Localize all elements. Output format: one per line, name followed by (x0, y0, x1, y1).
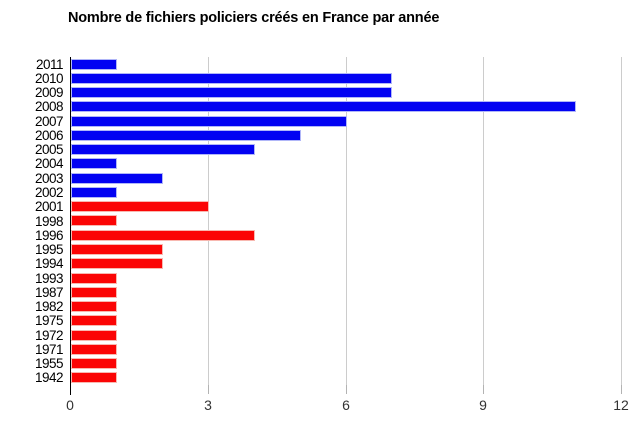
bar-2003 (71, 172, 163, 184)
bar-1971 (71, 343, 117, 355)
year-label-2009: 2009 (34, 85, 64, 101)
bar-2011 (71, 58, 117, 70)
bar-1995 (71, 244, 163, 256)
bar-row-1972 (71, 328, 117, 342)
x-tick-label-6: 6 (342, 397, 350, 413)
y-axis-line (70, 57, 71, 395)
chart-title: Nombre de fichiers policiers créés en Fr… (68, 10, 440, 26)
year-label-1942: 1942 (34, 370, 64, 386)
bar-1996 (71, 229, 255, 241)
bar-row-1955 (71, 356, 117, 370)
year-label-1995: 1995 (34, 242, 64, 258)
bar-row-2006 (71, 128, 301, 142)
bar-row-2005 (71, 143, 255, 157)
bar-1955 (71, 358, 117, 370)
bar-2009 (71, 87, 392, 99)
year-label-2008: 2008 (34, 99, 64, 115)
year-label-2001: 2001 (34, 199, 64, 215)
bar-row-1995 (71, 242, 163, 256)
bar-row-2009 (71, 86, 392, 100)
year-label-2007: 2007 (34, 113, 64, 129)
year-label-1982: 1982 (34, 299, 64, 315)
bar-2002 (71, 186, 117, 198)
year-label-2006: 2006 (34, 127, 64, 143)
x-tick-label-3: 3 (204, 397, 212, 413)
bar-row-2010 (71, 71, 392, 85)
year-label-1987: 1987 (34, 284, 64, 300)
bar-row-2003 (71, 171, 163, 185)
bar-2010 (71, 72, 392, 84)
x-tick-label-9: 9 (479, 397, 487, 413)
bar-row-2001 (71, 200, 209, 214)
tick-mark-9 (483, 385, 484, 394)
bar-row-2007 (71, 114, 347, 128)
bar-1942 (71, 372, 117, 384)
gridline-3 (208, 57, 209, 385)
bar-1982 (71, 301, 117, 313)
bar-2004 (71, 158, 117, 170)
year-label-2002: 2002 (34, 184, 64, 200)
year-label-2010: 2010 (34, 70, 64, 86)
gridline-9 (483, 57, 484, 385)
bar-row-1975 (71, 314, 117, 328)
bar-row-2011 (71, 57, 117, 71)
year-label-2004: 2004 (34, 156, 64, 172)
tick-mark-12 (621, 385, 622, 394)
bar-2007 (71, 115, 347, 127)
bar-2005 (71, 144, 255, 156)
gridline-12 (621, 57, 622, 385)
bar-row-1996 (71, 228, 255, 242)
year-label-1994: 1994 (34, 256, 64, 272)
bar-2008 (71, 101, 576, 113)
tick-mark-6 (346, 385, 347, 394)
year-label-2003: 2003 (34, 170, 64, 186)
year-label-1996: 1996 (34, 227, 64, 243)
bar-row-1987 (71, 285, 117, 299)
year-label-1971: 1971 (34, 341, 64, 357)
x-tick-label-12: 12 (613, 397, 629, 413)
tick-mark-3 (208, 385, 209, 394)
bar-row-2002 (71, 185, 117, 199)
bar-row-1982 (71, 299, 117, 313)
bar-row-1971 (71, 342, 117, 356)
bar-1972 (71, 329, 117, 341)
bar-1994 (71, 258, 163, 270)
bar-1987 (71, 286, 117, 298)
bar-row-1998 (71, 214, 117, 228)
year-label-2005: 2005 (34, 142, 64, 158)
year-label-1972: 1972 (34, 327, 64, 343)
year-label-2011: 2011 (35, 56, 64, 72)
bar-row-1942 (71, 371, 117, 385)
plot-area (70, 57, 622, 395)
bar-row-1994 (71, 257, 163, 271)
bar-row-2008 (71, 100, 576, 114)
year-label-1993: 1993 (34, 270, 64, 286)
year-label-1955: 1955 (34, 356, 64, 372)
x-tick-label-0: 0 (66, 397, 74, 413)
bar-1993 (71, 272, 117, 284)
bar-1998 (71, 215, 117, 227)
year-label-1998: 1998 (34, 213, 64, 229)
bar-2006 (71, 129, 301, 141)
bar-2001 (71, 201, 209, 213)
bar-row-1993 (71, 271, 117, 285)
gridline-6 (346, 57, 347, 385)
year-label-1975: 1975 (34, 313, 64, 329)
bar-row-2004 (71, 157, 117, 171)
bar-1975 (71, 315, 117, 327)
